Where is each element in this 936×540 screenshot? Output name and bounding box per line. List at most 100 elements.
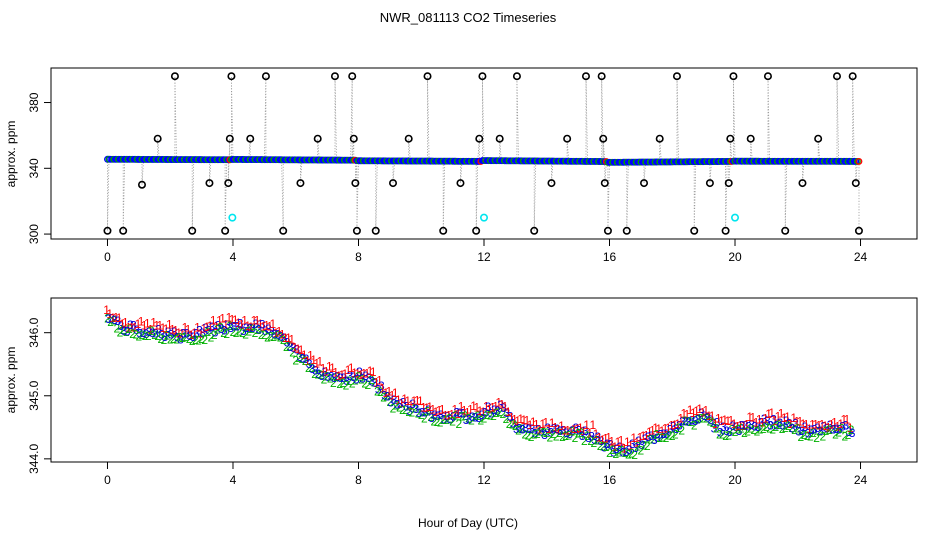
panel-top-ylabel-group: approx. ppm: [4, 121, 18, 188]
series-2-point: 2: [660, 430, 667, 444]
spike-point: [205, 179, 214, 188]
series-3-point: 3: [805, 427, 812, 441]
series-3-point: 3: [262, 324, 269, 338]
series-3-point: 3: [475, 411, 482, 425]
series-1-point: 1: [216, 314, 223, 328]
spike-point: [495, 134, 504, 143]
series-3-point: 3: [143, 327, 150, 341]
series-3-point: 3: [504, 406, 511, 420]
spike-point: [225, 134, 234, 143]
series-2-point: 2: [578, 426, 585, 440]
series-1-point: 1: [382, 386, 389, 400]
x-tick-label: 24: [854, 250, 868, 264]
series-2-point: 2: [167, 332, 174, 346]
baseline-point: [855, 157, 863, 165]
series-1-point: 1: [571, 422, 578, 436]
series-3-point: 3: [413, 402, 420, 416]
series-1-point: 1: [825, 420, 832, 434]
series-2-point: 2: [280, 333, 287, 347]
spike-point: [170, 72, 179, 81]
series-2-point: 2: [757, 422, 764, 436]
series-2-point: 2: [136, 330, 143, 344]
series-2-point: 2: [324, 370, 331, 384]
spike-point: [763, 72, 772, 81]
spike-point: [690, 226, 699, 235]
x-tick-label: 20: [728, 473, 742, 487]
series-1-point: 1: [113, 311, 120, 325]
series-1-point: 1: [185, 322, 192, 336]
series-2-point: 2: [176, 330, 183, 344]
series-2-point: 2: [810, 426, 817, 440]
series-3-point: 3: [209, 320, 216, 334]
series-1-point: 1: [586, 426, 593, 440]
spike-point: [224, 179, 233, 188]
series-1-point: 1: [690, 406, 697, 420]
series-1-point: 1: [153, 318, 160, 332]
series-3-point: 3: [488, 407, 495, 421]
series-2-point: 2: [747, 422, 754, 436]
series-2-point: 2: [239, 326, 246, 340]
series-2-point: 2: [490, 409, 497, 423]
series-1-point: 1: [502, 399, 509, 413]
series-2-point: 2: [713, 422, 720, 436]
series-1-point: 1: [677, 411, 684, 425]
series-1-point: 1: [122, 316, 129, 330]
series-2-point: 2: [314, 368, 321, 382]
series-3-point: 3: [660, 427, 667, 441]
series-2-point: 2: [393, 399, 400, 413]
series-1-point: 1: [188, 328, 195, 342]
series-2-point: 2: [625, 448, 632, 462]
series-3-point: 3: [124, 324, 131, 338]
spike-point: [726, 134, 735, 143]
spike-point: [279, 226, 288, 235]
series-2-point: 2: [198, 332, 205, 346]
series-1-point: 1: [521, 413, 528, 427]
series-2-point: 2: [365, 378, 372, 392]
series-2-point: 2: [358, 373, 365, 387]
series-3-point: 3: [275, 327, 282, 341]
series-2-point: 2: [277, 330, 284, 344]
y-tick-label: 344.0: [27, 444, 41, 474]
series-2-point: 2: [333, 370, 340, 384]
series-2-point: 2: [628, 447, 635, 461]
series-3-point: 3: [698, 406, 705, 420]
spike-point: [854, 226, 863, 235]
series-3-point: 3: [243, 321, 250, 335]
spike-point: [227, 72, 236, 81]
series-3-point: 3: [290, 341, 297, 355]
spike-point: [246, 134, 255, 143]
series-3-point: 3: [648, 429, 655, 443]
series-1-point: 1: [517, 412, 524, 426]
series-1-point: 1: [204, 320, 211, 334]
series-2-point: 2: [594, 434, 601, 448]
series-2-point: 2: [769, 423, 776, 437]
series-3-point: 3: [438, 408, 445, 422]
series-3-point: 3: [751, 419, 758, 433]
series-3-point: 3: [526, 422, 533, 436]
series-2-point: 2: [791, 423, 798, 437]
series-1-point: 1: [611, 440, 618, 454]
series-1-point: 1: [269, 317, 276, 331]
series-2-point: 2: [446, 412, 453, 426]
series-1-point: 1: [819, 417, 826, 431]
series-1-point: 1: [480, 405, 487, 419]
series-3-point: 3: [682, 414, 689, 428]
series-2-point: 2: [584, 429, 591, 443]
series-3-point: 3: [742, 418, 749, 432]
series-1-point: 1: [781, 411, 788, 425]
series-2-point: 2: [170, 332, 177, 346]
series-3-point: 3: [406, 404, 413, 418]
series-2-point: 2: [289, 345, 296, 359]
series-3-point: 3: [538, 424, 545, 438]
series-2-point: 2: [317, 368, 324, 382]
series-3-point: 3: [256, 323, 263, 337]
series-1-point: 1: [197, 326, 204, 340]
x-tick-label: 8: [355, 473, 362, 487]
series-2-point: 2: [823, 424, 830, 438]
series-1-point: 1: [222, 318, 229, 332]
series-1-point: 1: [768, 406, 775, 420]
series-1-point: 1: [555, 423, 562, 437]
series-2-point: 2: [609, 443, 616, 457]
series-3-point: 3: [366, 371, 373, 385]
